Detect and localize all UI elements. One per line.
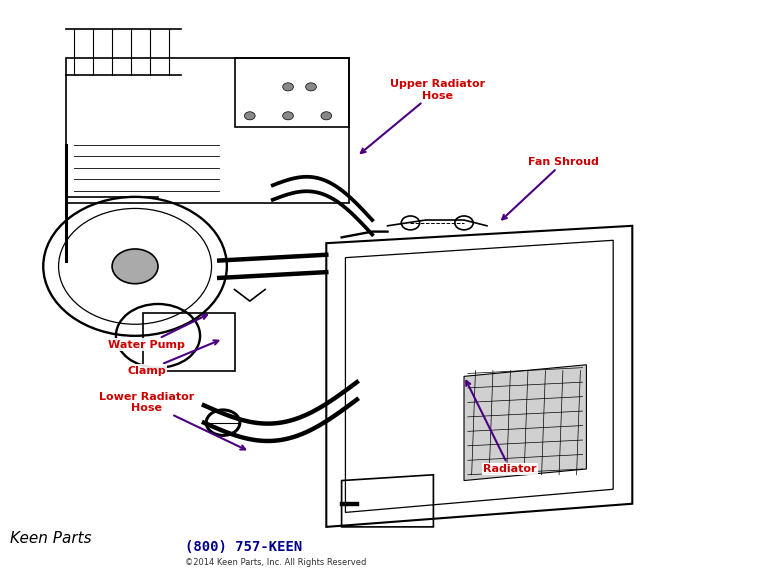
Text: Fan Shroud: Fan Shroud <box>502 157 599 219</box>
Text: Clamp: Clamp <box>127 340 219 376</box>
Text: Water Pump: Water Pump <box>108 315 207 350</box>
Circle shape <box>283 112 293 120</box>
Text: Keen Parts: Keen Parts <box>10 531 92 546</box>
Polygon shape <box>464 365 587 481</box>
Circle shape <box>321 112 332 120</box>
Circle shape <box>283 83 293 91</box>
Text: Lower Radiator
Hose: Lower Radiator Hose <box>99 391 245 449</box>
Circle shape <box>112 249 158 284</box>
Text: Upper Radiator
Hose: Upper Radiator Hose <box>361 79 485 153</box>
Text: Radiator: Radiator <box>467 381 537 474</box>
Circle shape <box>306 83 316 91</box>
Text: (800) 757-KEEN: (800) 757-KEEN <box>185 540 302 554</box>
Circle shape <box>244 112 255 120</box>
Text: ©2014 Keen Parts, Inc. All Rights Reserved: ©2014 Keen Parts, Inc. All Rights Reserv… <box>185 558 367 567</box>
